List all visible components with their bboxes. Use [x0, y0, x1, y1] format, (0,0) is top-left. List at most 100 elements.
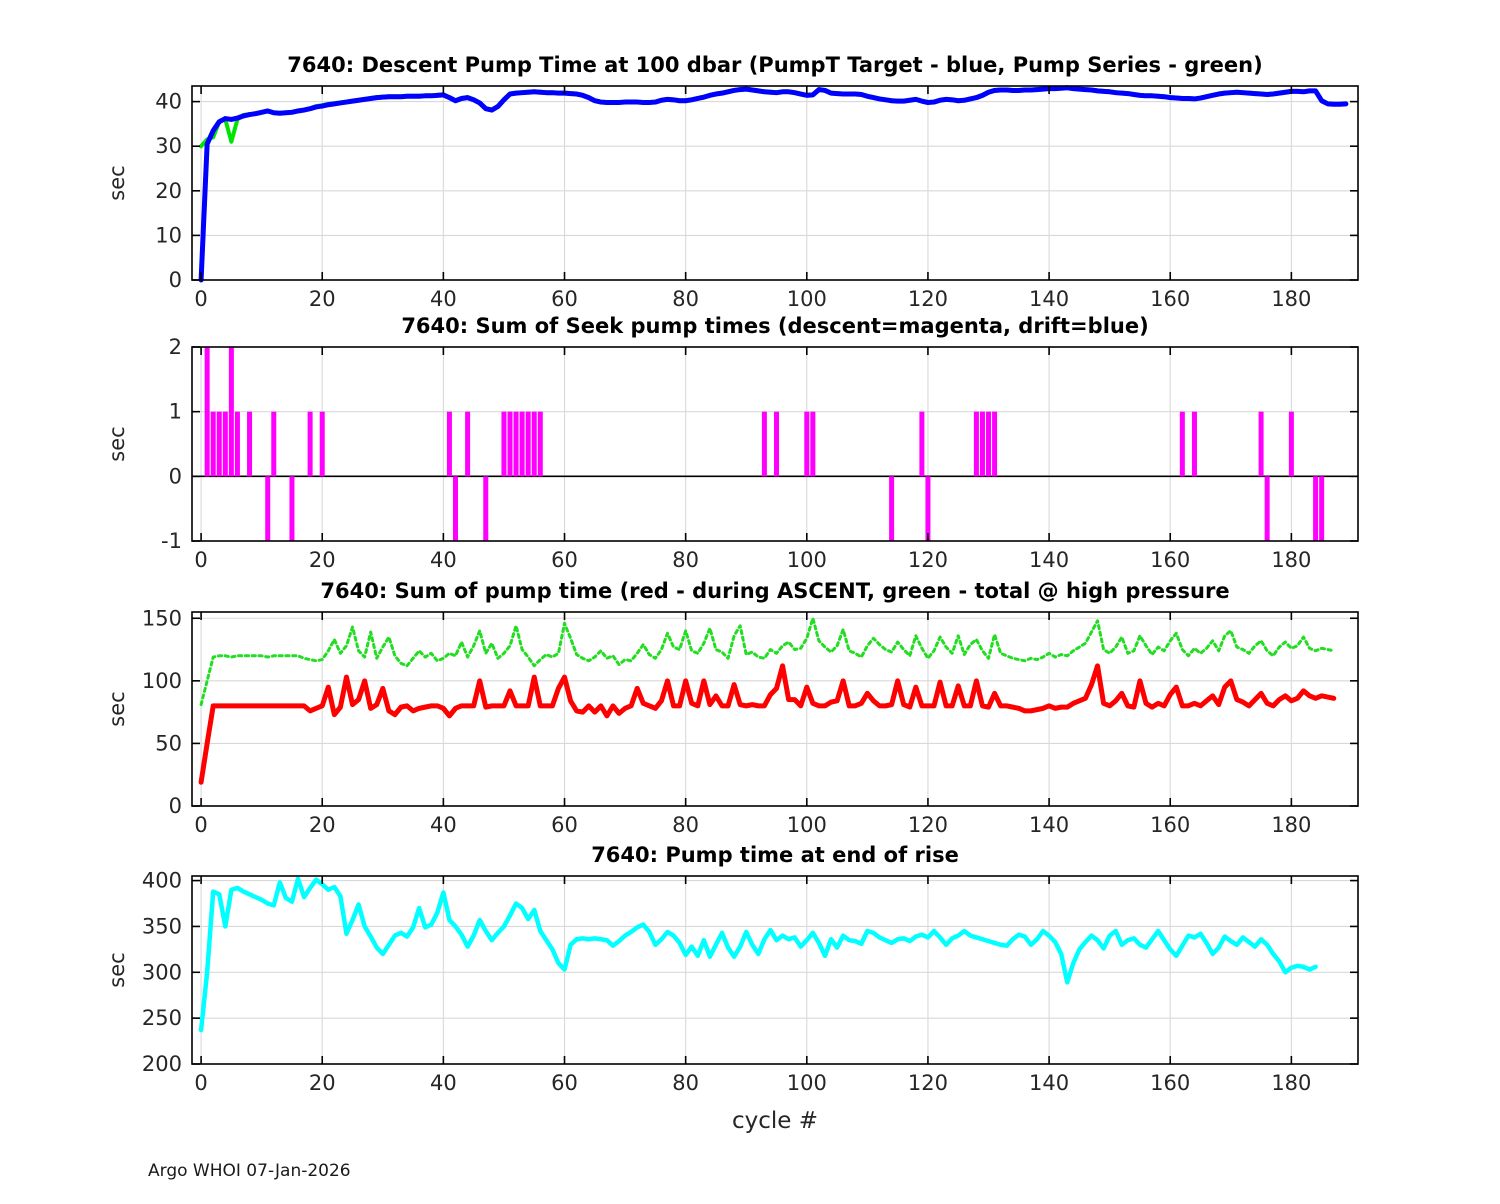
axis-frame	[191, 346, 1359, 542]
series-line-total-high-pressure	[199, 616, 1336, 707]
x-tick-label: 180	[1271, 287, 1311, 311]
x-tick-label: 100	[787, 1071, 827, 1095]
bar-seek-pump-time	[319, 411, 325, 477]
bar-seek-pump-time	[889, 476, 895, 541]
bar-seek-pump-time	[452, 476, 458, 541]
x-tick-label: 60	[551, 548, 578, 572]
y-tick-label: 30	[155, 134, 182, 158]
bar-seek-pump-time	[1258, 411, 1264, 477]
y-tick-label: 250	[142, 1006, 182, 1030]
bar-seek-pump-time	[210, 411, 216, 477]
x-tick-label: 160	[1150, 813, 1190, 837]
panel-2: 0 20 40 60 80 100 120 140 160 180 -1 0 1 2 sec 7640: Su…	[105, 314, 1359, 572]
y-tick-label: 0	[169, 794, 182, 818]
bar-seek-pump-time	[265, 476, 271, 541]
y-tick-label: 40	[155, 90, 182, 114]
panel-1: 0 20 40 60 80 100 120 140 160 180 0 10 20 30 40 sec 7640…	[105, 53, 1359, 311]
panel-title: 7640: Pump time at end of rise	[591, 843, 959, 867]
x-tick-label: 0	[194, 287, 207, 311]
y-tick-label: 300	[142, 960, 182, 984]
x-tick-label: 40	[430, 813, 457, 837]
x-tick-label: 140	[1029, 813, 1069, 837]
bar-seek-pump-time	[216, 411, 222, 477]
bar-seek-pump-time	[804, 411, 810, 477]
bar-seek-pump-time	[979, 411, 985, 477]
x-axis-label: cycle #	[732, 1108, 818, 1134]
y-tick-label: 10	[155, 223, 182, 247]
bar-seek-pump-time	[204, 347, 210, 477]
y-tick-label: 100	[142, 669, 182, 693]
bar-seek-pump-time	[925, 476, 931, 541]
y-axis-label: sec	[105, 952, 129, 987]
bar-seek-pump-time	[513, 411, 519, 477]
x-tick-label: 20	[309, 813, 336, 837]
y-axis-label: sec	[105, 165, 129, 200]
panels-group: 0 20 40 60 80 100 120 140 160 180010203040sec7640…	[105, 53, 1359, 1134]
bar-seek-pump-time	[247, 411, 253, 477]
bar-seek-pump-time	[483, 476, 489, 541]
x-tick-label: 120	[908, 287, 948, 311]
y-tick-label: 200	[142, 1052, 182, 1076]
x-tick-label: 180	[1271, 1071, 1311, 1095]
axis-frame	[191, 875, 1359, 1065]
x-tick-label: 0	[194, 548, 207, 572]
x-tick-label: 120	[908, 1071, 948, 1095]
x-tick-label: 120	[908, 813, 948, 837]
x-tick-label: 180	[1271, 548, 1311, 572]
panel-3: 0 20 40 60 80 100 120 140 160 180 0 50 100 150 sec 7640…	[105, 579, 1359, 837]
x-tick-label: 60	[551, 813, 578, 837]
x-tick-label: 80	[672, 1071, 699, 1095]
x-tick-label: 160	[1150, 287, 1190, 311]
series-line-pump-time-at-end-of-rise	[198, 876, 1318, 1033]
y-tick-label: 2	[169, 335, 182, 359]
x-tick-label: 100	[787, 813, 827, 837]
y-tick-label: 1	[169, 400, 182, 424]
x-tick-label: 0	[194, 813, 207, 837]
y-tick-label: 400	[142, 869, 182, 893]
x-tick-label: 20	[309, 1071, 336, 1095]
x-tick-label: 100	[787, 548, 827, 572]
bar-seek-pump-time	[774, 411, 780, 477]
x-tick-label: 180	[1271, 813, 1311, 837]
x-tick-label: 20	[309, 287, 336, 311]
bar-seek-pump-time	[1179, 411, 1185, 477]
bar-seek-pump-time	[1264, 476, 1270, 541]
x-tick-label: 140	[1029, 548, 1069, 572]
x-tick-label: 80	[672, 287, 699, 311]
axis-frame	[191, 611, 1359, 807]
panel-title: 7640: Descent Pump Time at 100 dbar (Pum…	[287, 53, 1262, 77]
series-line-pumpt-target	[198, 85, 1349, 283]
x-tick-label: 100	[787, 287, 827, 311]
bar-seek-pump-time	[519, 411, 525, 477]
bar-seek-pump-time	[537, 411, 543, 477]
y-tick-label: 350	[142, 914, 182, 938]
bar-seek-pump-time	[531, 411, 537, 477]
panel-title: 7640: Sum of pump time (red - during ASC…	[320, 579, 1229, 603]
bar-seek-pump-time	[761, 411, 767, 477]
bar-seek-pump-time	[1191, 411, 1197, 477]
bar-seek-pump-time	[973, 411, 979, 477]
bar-seek-pump-time	[986, 411, 992, 477]
bar-seek-pump-time	[234, 411, 240, 477]
x-tick-label: 120	[908, 548, 948, 572]
y-tick-label: -1	[161, 529, 182, 553]
bar-seek-pump-time	[465, 411, 471, 477]
bar-seek-pump-time	[271, 411, 277, 477]
bar-seek-pump-time	[507, 411, 513, 477]
y-tick-label: 150	[142, 606, 182, 630]
x-tick-label: 140	[1029, 1071, 1069, 1095]
bar-seek-pump-time	[289, 476, 295, 541]
bar-seek-pump-time	[1319, 476, 1325, 541]
footer-credit: Argo WHOI 07-Jan-2026	[148, 1161, 351, 1181]
bar-seek-pump-time	[1313, 476, 1319, 541]
panel-title: 7640: Sum of Seek pump times (descent=ma…	[401, 314, 1148, 338]
y-tick-label: 20	[155, 179, 182, 203]
x-tick-label: 140	[1029, 287, 1069, 311]
bar-seek-pump-time	[446, 411, 452, 477]
bar-seek-pump-time	[1288, 411, 1294, 477]
x-tick-label: 40	[430, 548, 457, 572]
y-tick-label: 0	[169, 268, 182, 292]
